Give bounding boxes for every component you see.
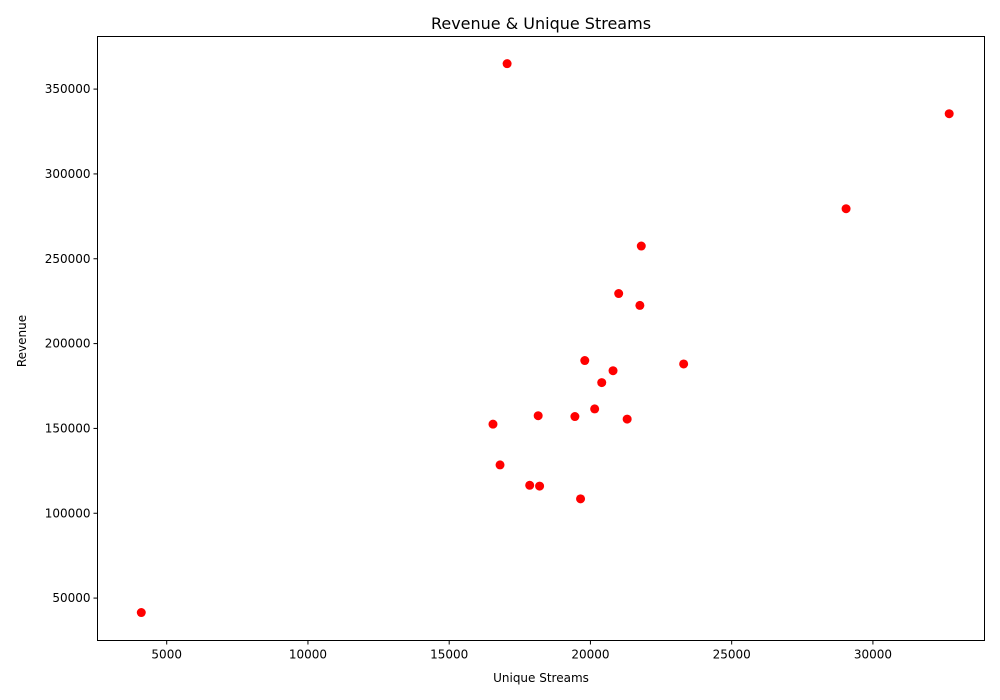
- y-tick-label: 50000: [52, 591, 90, 605]
- x-axis: 5000 10000 15000 20000 25000 30000: [151, 640, 892, 662]
- y-tick-label: 100000: [45, 506, 91, 520]
- data-point-11: [590, 404, 600, 414]
- data-point-8: [679, 359, 689, 369]
- plot-frame: [97, 36, 985, 641]
- data-point-1: [502, 59, 512, 69]
- x-tick-label: 5000: [151, 648, 182, 662]
- data-point-4: [636, 241, 646, 251]
- data-point-17: [525, 480, 535, 490]
- data-point-16: [495, 460, 505, 470]
- data-point-13: [570, 412, 580, 422]
- y-tick-label: 250000: [45, 252, 91, 266]
- data-point-7: [580, 356, 590, 366]
- data-point-9: [608, 366, 618, 376]
- data-point-6: [635, 300, 645, 310]
- y-tick-label: 300000: [45, 167, 91, 181]
- chart-title: Revenue & Unique Streams: [431, 14, 651, 33]
- data-point-20: [136, 608, 146, 618]
- y-axis-label: Revenue: [15, 315, 29, 367]
- y-axis: 50000 100000 150000 200000 250000 300000 35000…: [45, 82, 98, 605]
- x-tick-label: 20000: [571, 648, 609, 662]
- data-point-2: [944, 109, 954, 119]
- data-point-14: [622, 414, 632, 424]
- y-tick-label: 200000: [45, 337, 91, 351]
- plot-area: [136, 59, 954, 618]
- x-axis-label: Unique Streams: [493, 671, 589, 685]
- y-tick-label: 350000: [45, 82, 91, 96]
- data-point-18: [535, 481, 545, 491]
- data-point-5: [614, 289, 624, 299]
- x-tick-label: 15000: [430, 648, 468, 662]
- data-point-19: [576, 494, 586, 504]
- x-tick-label: 10000: [289, 648, 327, 662]
- data-point-15: [488, 419, 498, 429]
- x-tick-label: 30000: [854, 648, 892, 662]
- data-point-3: [841, 204, 851, 214]
- y-tick-label: 150000: [45, 421, 91, 435]
- data-point-10: [597, 378, 607, 388]
- x-tick-label: 25000: [713, 648, 751, 662]
- data-point-12: [533, 411, 543, 421]
